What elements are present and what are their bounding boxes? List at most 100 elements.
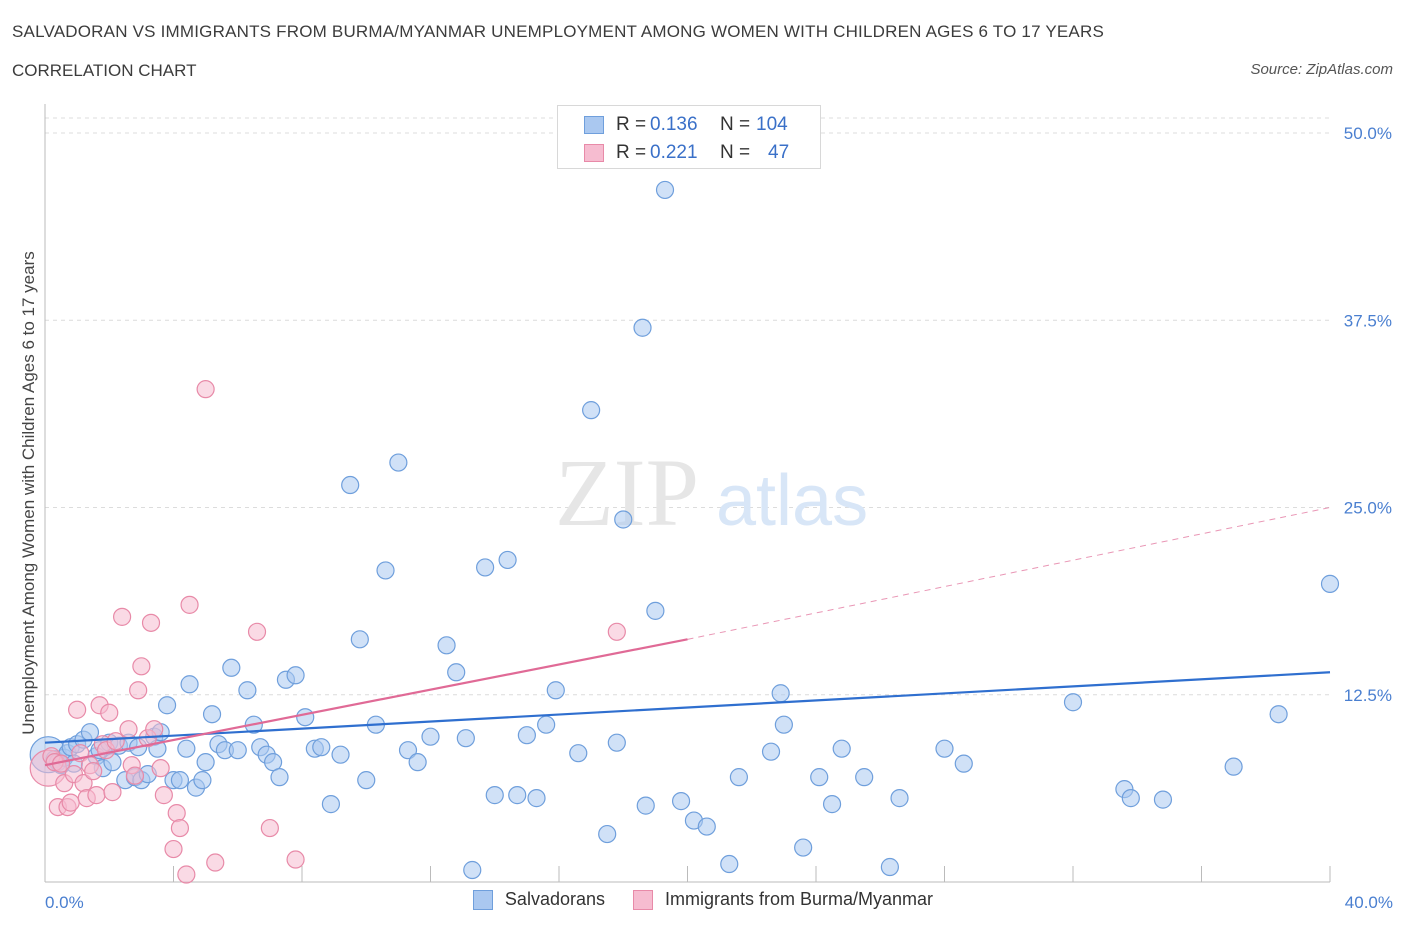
y-tick-label: 50.0% [1344, 124, 1392, 143]
burma-point [206, 853, 225, 872]
trend-layer [44, 507, 1331, 767]
salvadoran-point [720, 854, 739, 874]
salvadoran-point [202, 705, 222, 724]
salvadoran-point [646, 601, 665, 620]
salvadoran-point [357, 771, 376, 790]
salvadoran-point [193, 771, 212, 790]
burma-point [260, 818, 279, 838]
legend-r-label: R = [616, 142, 647, 163]
salvadoran-point [196, 753, 215, 772]
burma-point [145, 720, 164, 739]
salvadoran-point [228, 741, 247, 760]
series-legend: Salvadorans Immigrants from Burma/Myanma… [0, 889, 1406, 910]
y-tick-label: 37.5% [1344, 311, 1392, 330]
burma-point [112, 607, 132, 626]
burma-point [196, 380, 215, 399]
chart-title: SALVADORAN VS IMMIGRANTS FROM BURMA/MYAN… [12, 22, 1104, 41]
salvadoran-point [1121, 789, 1140, 808]
chart-subtitle: CORRELATION CHART [12, 61, 197, 80]
legend-r-label: R = [616, 114, 647, 135]
salvadoran-point [614, 510, 633, 529]
legend-label: Salvadorans [504, 889, 605, 909]
salvadoran-trend-line [44, 671, 1331, 744]
legend-n-value: 104 [756, 114, 788, 135]
salvadoran-point [341, 475, 360, 495]
legend-r-value: 0.221 [650, 142, 698, 163]
legend-n-label: N = [720, 114, 751, 135]
burma-point [286, 850, 305, 869]
salvadoran-point [389, 453, 408, 472]
legend-row-burma: R = 0.221 N = 47 [584, 141, 789, 165]
salvadoran-point [880, 857, 899, 877]
salvadoran-point [954, 754, 973, 773]
burma-point [170, 818, 190, 838]
y-axis-label: Unemployment Among Women with Children A… [19, 251, 38, 735]
salvadoran-point [1153, 790, 1173, 809]
burma-point [177, 865, 196, 884]
salvadoran-point [582, 401, 601, 420]
salvadoran-point [456, 729, 475, 748]
salvadoran-point [832, 739, 851, 758]
grid-layer [45, 117, 1330, 696]
salvadoran-point [761, 742, 781, 761]
burma-point [607, 622, 626, 641]
legend-item-salvadorans[interactable]: Salvadorans [472, 889, 605, 910]
salvadoran-point [485, 786, 504, 805]
stats-legend: R = 0.136 N = 104 R = 0.221 N = 47 [557, 105, 821, 169]
burma-point [61, 793, 80, 812]
legend-r-value: 0.136 [650, 114, 698, 135]
x-tick-label: 0.0% [45, 893, 84, 912]
legend-swatch-pink [584, 144, 604, 162]
salvadoran-point [569, 744, 588, 763]
salvadoran-point [437, 636, 456, 655]
salvadoran-point [476, 558, 495, 577]
legend-swatch-blue [584, 116, 604, 134]
burma-point [68, 700, 87, 719]
salvadoran-point [180, 675, 199, 694]
burma-point [84, 762, 103, 781]
salvadoran-point [697, 817, 716, 836]
salvadoran-point [312, 738, 331, 757]
salvadoran-point [447, 663, 466, 682]
salvadoran-point [794, 838, 813, 857]
salvadoran-point [636, 796, 655, 815]
salvadoran-point [890, 789, 909, 808]
salvadoran-point [598, 824, 617, 844]
burma-point [87, 786, 106, 805]
salvadoran-point [398, 741, 418, 760]
burma-point [129, 681, 148, 700]
burma-point [154, 786, 173, 805]
source-label: Source: ZipAtlas.com [1250, 61, 1393, 78]
salvadoran-point [463, 860, 482, 880]
salvadoran-point [408, 753, 427, 772]
burma-point [132, 657, 151, 676]
burma-point [151, 759, 170, 778]
legend-swatch-pink [633, 889, 653, 910]
legend-label: Immigrants from Burma/Myanmar [665, 889, 934, 909]
salvadoran-point [935, 739, 954, 758]
salvadoran-point [671, 792, 691, 811]
salvadoran-point [321, 795, 341, 814]
salvadoran-point [270, 768, 289, 787]
legend-item-burma[interactable]: Immigrants from Burma/Myanmar [633, 889, 933, 910]
salvadoran-point [421, 727, 440, 746]
salvadoran-point [1269, 705, 1288, 724]
watermark-atlas: atlas [716, 461, 868, 541]
burma-point [106, 732, 125, 751]
legend-n-label: N = [720, 142, 751, 163]
salvadoran-point [498, 550, 517, 570]
salvadoran-point [177, 739, 196, 758]
salvadoran-point [508, 786, 527, 805]
burma-point [119, 720, 138, 739]
burma-point [167, 803, 186, 823]
salvadoran-point [546, 681, 565, 700]
y-tick-label: 25.0% [1344, 499, 1392, 518]
burma-point [100, 703, 119, 722]
salvadoran-point [855, 768, 874, 787]
salvadoran-point [527, 789, 546, 808]
salvadoran-point [633, 318, 652, 337]
watermark-zip: ZIP [555, 439, 699, 546]
burma-point [164, 839, 183, 859]
salvadoran-point [331, 745, 350, 764]
salvadoran-point [1320, 574, 1340, 593]
